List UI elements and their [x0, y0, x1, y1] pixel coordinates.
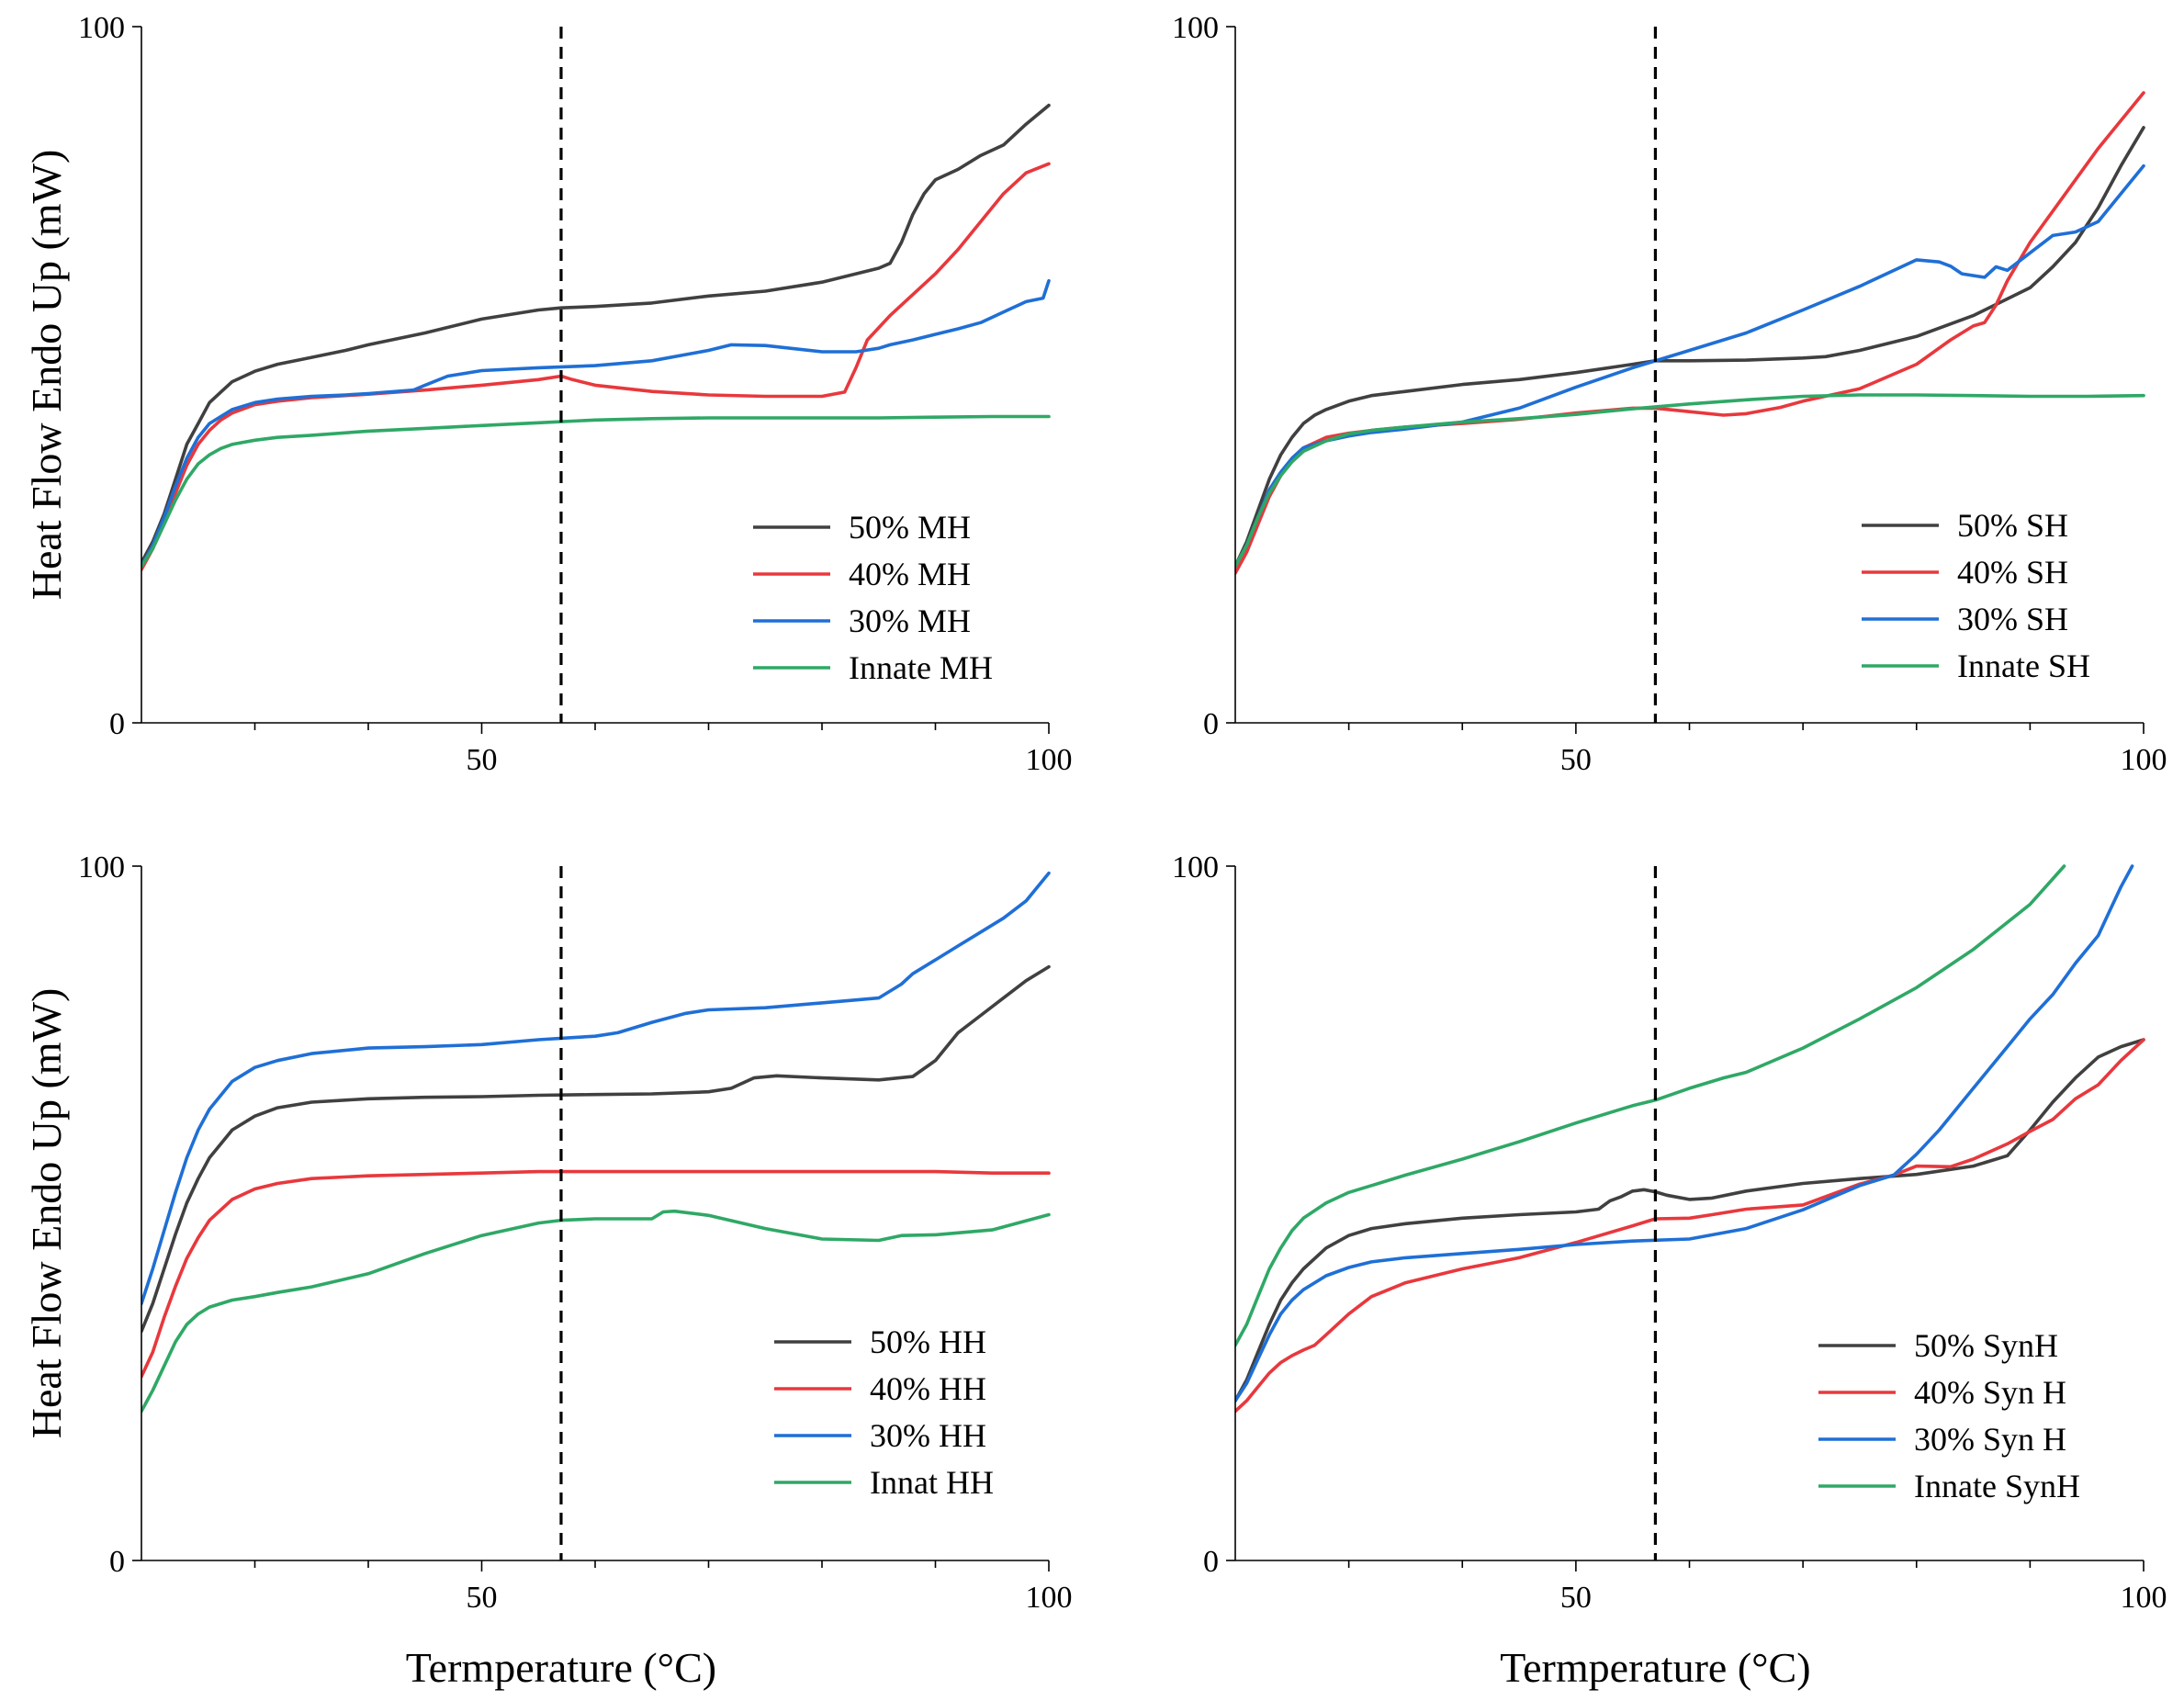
x-tick-label: 100 — [1026, 1581, 1073, 1615]
series-line-50-synh — [1235, 1038, 2145, 1402]
legend-label: Innate SH — [1957, 648, 2090, 684]
series-line-innate-mh — [141, 414, 1051, 569]
series-line-innat-hh — [141, 1209, 1051, 1414]
x-tick-label: 100 — [2121, 1581, 2167, 1615]
chart-panel-bottom-left: 50 100 0 100 Heat Flow Endo Up (mW) Termperat… — [23, 850, 1072, 1691]
legend-label: 50% MH — [849, 509, 971, 546]
series-line-50-mh — [141, 103, 1051, 565]
legend-label: 40% Syn H — [1914, 1374, 2066, 1411]
legend-label: 50% SH — [1957, 507, 2068, 544]
legend-label: 50% HH — [870, 1324, 986, 1360]
legend: 50% SynH 40% Syn H 30% Syn H Innate SynH — [1818, 1327, 2080, 1504]
legend-label: Innate MH — [849, 649, 993, 686]
series-line-innate-synh — [1235, 864, 2066, 1347]
legend-label: 50% SynH — [1914, 1327, 2058, 1364]
series-line-30-hh — [141, 871, 1051, 1306]
x-tick-label: 50 — [467, 1581, 498, 1615]
y-tick-label: 100 — [78, 11, 125, 45]
series-line-50-sh — [1235, 126, 2145, 569]
x-tick-label: 50 — [1560, 1581, 1592, 1615]
series-line-30-syn-h — [1235, 864, 2134, 1402]
legend-label: 30% HH — [870, 1417, 986, 1454]
legend-label: 40% SH — [1957, 554, 2068, 591]
legend-label: 40% HH — [870, 1370, 986, 1407]
series-line-innate-sh — [1235, 393, 2145, 569]
y-axis-title: Heat Flow Endo Up (mW) — [23, 988, 70, 1439]
chart-panel-bottom-right: 50 100 0 100 Termperature (°C) 50% SynH 40% Sy… — [1172, 850, 2167, 1691]
series-line-30-sh — [1235, 163, 2145, 569]
series-line-40-hh — [141, 1169, 1051, 1379]
y-tick-label: 100 — [1172, 850, 1219, 884]
legend-label: Innate SynH — [1914, 1468, 2080, 1504]
y-tick-label: 0 — [1203, 707, 1219, 741]
y-tick-label: 100 — [1172, 11, 1219, 45]
chart-panel-top-right: 50 100 0 100 50% SH 40% SH 30% SH Innate SH — [1172, 11, 2167, 777]
y-tick-label: 0 — [1203, 1545, 1219, 1579]
x-axis-title: Termperature (°C) — [1500, 1644, 1810, 1691]
y-tick-label: 0 — [109, 1545, 125, 1579]
legend-label: Innat HH — [870, 1464, 994, 1501]
x-tick-label: 100 — [1026, 743, 1073, 777]
series-line-50-hh — [141, 964, 1051, 1334]
legend-label: 30% MH — [849, 603, 971, 639]
x-tick-label: 50 — [1560, 743, 1592, 777]
x-tick-label: 100 — [2121, 743, 2167, 777]
y-tick-label: 100 — [78, 850, 125, 884]
legend: 50% SH 40% SH 30% SH Innate SH — [1862, 507, 2090, 684]
chart-panel-top-left: 50 100 0 100 Heat Flow Endo Up (mW) 50% MH 40%… — [23, 11, 1072, 777]
legend-label: 30% Syn H — [1914, 1421, 2066, 1458]
x-tick-label: 50 — [467, 743, 498, 777]
y-tick-label: 0 — [109, 707, 125, 741]
series-line-30-mh — [141, 278, 1051, 569]
series-line-40-sh — [1235, 91, 2145, 575]
x-axis-title: Termperature (°C) — [406, 1644, 716, 1691]
y-axis-title: Heat Flow Endo Up (mW) — [23, 150, 70, 601]
legend: 50% MH 40% MH 30% MH Innate MH — [753, 509, 993, 686]
legend-label: 30% SH — [1957, 601, 2068, 637]
legend: 50% HH 40% HH 30% HH Innat HH — [774, 1324, 994, 1501]
legend-label: 40% MH — [849, 556, 971, 592]
